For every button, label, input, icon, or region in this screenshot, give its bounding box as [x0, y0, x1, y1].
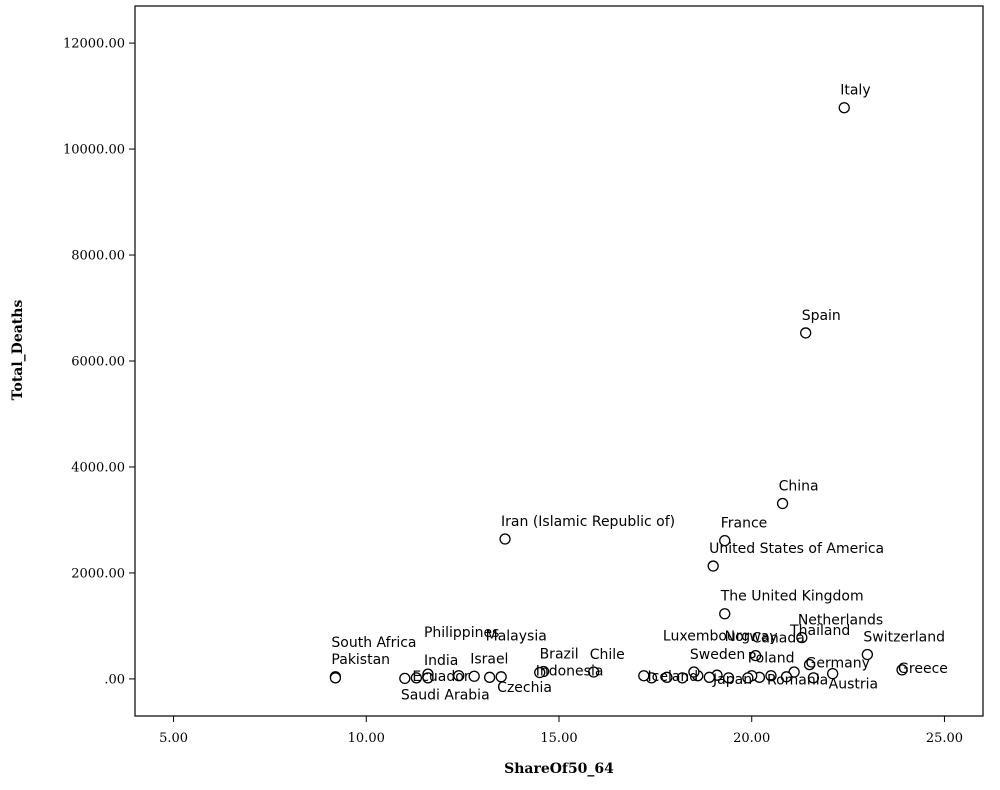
point-label: Poland — [748, 651, 795, 667]
point-label: Austria — [829, 677, 878, 693]
x-tick-label: 20.00 — [733, 731, 770, 746]
data-point — [468, 670, 480, 682]
y-tick-label: .00 — [104, 672, 125, 687]
point-label: Thailand — [789, 623, 850, 639]
point-label: Brazil — [540, 646, 579, 662]
y-axis: .00 2000.00 4000.00 6000.00 8000.00 10000.00 1… — [63, 37, 135, 687]
data-point — [827, 667, 839, 680]
point-label: Netherlands — [798, 613, 883, 629]
point-label: Ecuador — [412, 669, 469, 685]
y-tick-label: 6000.00 — [71, 355, 125, 370]
data-point — [765, 670, 777, 682]
point-label: Sweden — [690, 647, 745, 663]
data-point — [742, 672, 754, 684]
x-tick-label: 10.00 — [348, 731, 385, 746]
point-label: Iceland — [648, 669, 699, 685]
y-tick-label: 10000.00 — [63, 143, 125, 158]
data-point — [422, 672, 434, 684]
point-label: Spain — [802, 308, 841, 324]
point-label: Indonesia — [536, 664, 604, 680]
point-label: China — [779, 479, 819, 495]
data-point — [483, 671, 496, 683]
data-point — [661, 671, 673, 683]
data-point — [499, 533, 511, 545]
point-label: Canada — [752, 631, 805, 647]
data-point — [453, 670, 465, 682]
y-tick-label: 4000.00 — [71, 460, 125, 475]
point-label: Chile — [590, 647, 625, 663]
data-point — [719, 534, 731, 547]
point-labels: Italy Spain China Iran (Islamic Republic of… — [331, 83, 947, 704]
point-label: Japan — [712, 672, 752, 688]
point-label: India — [424, 653, 458, 669]
data-points — [329, 102, 908, 685]
point-label: Iran (Islamic Republic of) — [501, 514, 675, 530]
data-point — [399, 672, 411, 685]
data-point — [410, 672, 423, 684]
data-point — [722, 672, 735, 684]
point-label: United States of America — [709, 541, 884, 557]
point-label: Greece — [898, 661, 948, 677]
point-label: Czechia — [497, 680, 552, 696]
data-point — [676, 672, 688, 684]
data-point — [749, 649, 762, 662]
data-point — [896, 664, 908, 676]
point-label: Norway — [725, 629, 778, 645]
data-point — [329, 672, 342, 684]
x-tick-label: 5.00 — [159, 731, 188, 746]
point-label: Italy — [840, 83, 870, 99]
data-point — [807, 672, 820, 684]
y-tick-label: 2000.00 — [71, 566, 125, 581]
data-point — [796, 631, 808, 644]
data-point — [588, 666, 600, 678]
data-point — [719, 608, 731, 620]
point-label: Switzerland — [863, 630, 945, 646]
point-label: Malaysia — [486, 628, 547, 644]
x-tick-label: 15.00 — [540, 731, 577, 746]
y-axis-title: Total_Deaths — [10, 300, 26, 401]
data-point — [495, 671, 507, 683]
data-point — [707, 560, 719, 572]
data-point — [780, 671, 793, 683]
point-label: Pakistan — [331, 652, 390, 668]
point-label: Germany — [806, 656, 870, 672]
point-label: Saudi Arabia — [401, 687, 490, 703]
y-tick-label: 12000.00 — [63, 37, 125, 52]
data-point — [803, 658, 816, 671]
plot-frame — [134, 5, 984, 717]
point-label: Luxembourg — [663, 628, 750, 644]
point-label: Philippines — [424, 625, 499, 641]
x-axis-title: ShareOf50_64 — [504, 761, 614, 777]
x-tick-label: 25.00 — [926, 731, 963, 746]
data-point — [861, 648, 874, 661]
data-point — [776, 497, 789, 510]
data-point — [703, 671, 715, 683]
point-label: The United Kingdom — [720, 589, 864, 605]
data-point — [534, 666, 546, 679]
point-label: Israel — [470, 651, 508, 667]
point-label: South Africa — [331, 635, 416, 651]
point-label: Romania — [767, 673, 828, 689]
point-label: France — [721, 516, 768, 532]
data-point — [800, 327, 812, 339]
data-point — [638, 670, 650, 682]
data-point — [838, 102, 850, 114]
x-axis: 5.00 10.00 15.00 20.00 25.00 — [159, 716, 963, 746]
y-tick-label: 8000.00 — [71, 249, 125, 264]
data-point — [688, 666, 700, 678]
